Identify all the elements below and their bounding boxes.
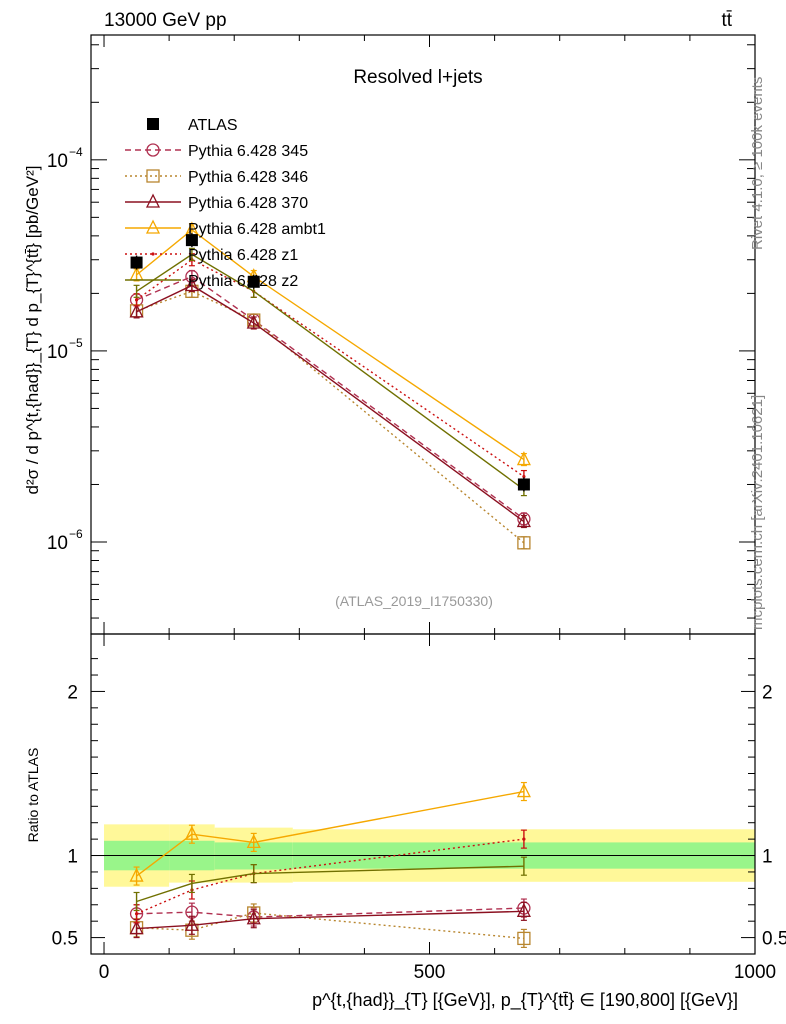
data-point	[247, 275, 260, 288]
side-text-bottom: mcplots.cern.ch [arXiv:2401.10621]	[749, 395, 766, 630]
legend-label: Pythia 6.428 z1	[188, 247, 298, 264]
series-line	[136, 910, 524, 930]
data-point	[246, 910, 261, 925]
side-text-top: Rivet 4.1.0, ≥ 100k events	[749, 77, 766, 250]
ratio-y-tick-label-right: 2	[762, 682, 773, 703]
data-point	[246, 833, 261, 849]
data-point	[129, 920, 144, 935]
y-tick-label-exp: −6	[69, 527, 83, 541]
y-tick-label-exp: −4	[69, 145, 83, 159]
data-point	[146, 169, 160, 183]
legend-label: Pythia 6.428 345	[188, 143, 308, 160]
data-point	[517, 478, 530, 491]
y-tick-label-exp: −5	[69, 336, 83, 350]
data-point	[146, 143, 160, 157]
ratio-y-tick-label: 0.5	[52, 929, 78, 950]
data-point	[147, 118, 159, 130]
data-point	[184, 825, 199, 840]
plot-title: Resolved l+jets	[353, 67, 482, 88]
ratio-frame	[90, 633, 756, 955]
data-point	[516, 451, 531, 466]
legend: ATLAS Pythia 6.428 345 Pythia 6.428 346 Pyt…	[125, 117, 326, 290]
series-line	[136, 907, 524, 918]
y-tick-label: 10	[47, 342, 68, 363]
x-axis-label: p^{t,{had}}_{T} [{GeV}], p_{T}^{tt̄} ∈ […	[312, 990, 738, 1011]
main-y-axis-label: d²σ / d p^{t,{had}}_{T} d p_{T}^{tt̄} [p…	[23, 166, 42, 495]
series-line	[136, 258, 525, 478]
series-line	[136, 275, 525, 520]
ratio-y-tick-label-right: 1	[762, 847, 773, 868]
text-layer: 13000 GeV pp tt̄ Resolved l+jets (ATLAS_…	[23, 10, 766, 1011]
data-point	[185, 234, 198, 247]
series-line	[136, 284, 525, 523]
data-point	[145, 219, 161, 234]
watermark: (ATLAS_2019_I1750330)	[335, 593, 493, 609]
data-point	[517, 536, 531, 550]
background-layer	[91, 824, 755, 887]
series-line	[136, 228, 525, 461]
data-point	[522, 837, 526, 841]
data-point	[129, 867, 144, 882]
ratio-y-tick-label: 2	[67, 682, 78, 703]
data-point	[184, 277, 199, 292]
data-point	[516, 783, 531, 798]
x-tick-label: 500	[414, 962, 446, 983]
data-point	[130, 256, 143, 269]
data-point	[145, 193, 161, 208]
series-line	[136, 290, 525, 544]
header-left: 13000 GeV pp	[104, 10, 227, 31]
series-line	[136, 912, 524, 940]
data-point	[134, 298, 139, 302]
ratio-y-tick-label: 1	[67, 847, 78, 868]
data-point	[134, 912, 139, 916]
data-point	[184, 916, 199, 931]
legend-label: Pythia 6.428 ambt1	[188, 221, 326, 238]
series-line	[136, 790, 525, 877]
y-tick-label: 10	[47, 151, 68, 172]
data-point	[516, 513, 531, 528]
data-point	[246, 314, 261, 329]
series-line	[136, 865, 524, 903]
data-point	[517, 931, 531, 946]
series-line	[136, 838, 524, 915]
data-point	[129, 303, 144, 318]
data-point	[516, 902, 531, 917]
legend-label: Pythia 6.428 370	[188, 195, 308, 212]
ratio-y-tick-label-right: 0.5	[762, 929, 786, 950]
x-tick-label: 1000	[734, 962, 776, 983]
legend-label: Pythia 6.428 z2	[188, 273, 298, 290]
data-point	[151, 252, 155, 256]
data-point	[522, 474, 526, 479]
y-tick-label: 10	[47, 533, 68, 554]
header-right: tt̄	[721, 10, 732, 31]
data-layer	[129, 221, 531, 949]
ratio-y-axis-label: Ratio to ATLAS	[25, 748, 41, 843]
series-line	[136, 253, 525, 491]
legend-label: Pythia 6.428 346	[188, 169, 308, 186]
legend-label: ATLAS	[188, 117, 238, 134]
x-tick-label: 0	[99, 962, 110, 983]
